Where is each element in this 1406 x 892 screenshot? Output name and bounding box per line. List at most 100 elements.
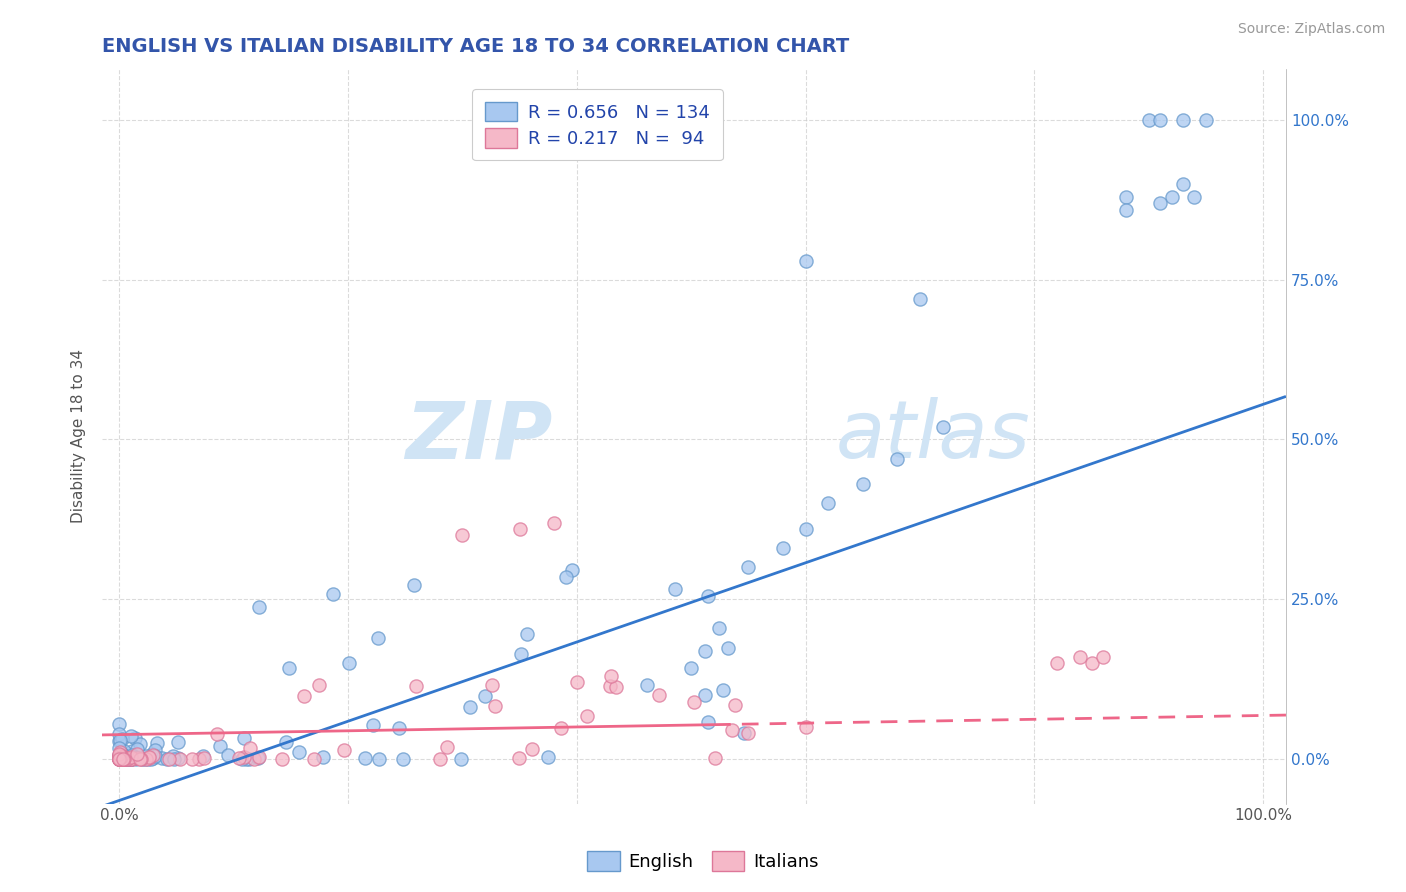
Point bbox=[354, 750, 377, 764]
Point bbox=[122, 750, 145, 764]
Point bbox=[108, 752, 131, 766]
Point bbox=[110, 752, 132, 766]
Point bbox=[150, 751, 173, 765]
Point bbox=[134, 752, 156, 766]
Text: atlas: atlas bbox=[837, 397, 1031, 475]
Point bbox=[1115, 202, 1137, 217]
Point bbox=[112, 750, 135, 764]
Point bbox=[181, 752, 204, 766]
Point bbox=[508, 750, 530, 764]
Point bbox=[114, 752, 136, 766]
Point bbox=[118, 751, 141, 765]
Point bbox=[247, 600, 270, 615]
Point bbox=[388, 722, 411, 736]
Point bbox=[120, 750, 142, 764]
Point bbox=[124, 751, 146, 765]
Point bbox=[405, 679, 427, 693]
Point bbox=[555, 570, 578, 584]
Point bbox=[108, 752, 131, 766]
Point bbox=[114, 752, 136, 766]
Point bbox=[108, 751, 131, 765]
Point bbox=[1069, 649, 1091, 664]
Point bbox=[333, 743, 356, 757]
Point bbox=[129, 752, 152, 766]
Point bbox=[520, 741, 543, 756]
Point bbox=[474, 689, 496, 703]
Point bbox=[695, 688, 717, 702]
Point bbox=[717, 640, 740, 655]
Point bbox=[121, 751, 143, 765]
Point bbox=[1115, 190, 1137, 204]
Point bbox=[108, 752, 131, 766]
Text: ENGLISH VS ITALIAN DISABILITY AGE 18 TO 34 CORRELATION CHART: ENGLISH VS ITALIAN DISABILITY AGE 18 TO … bbox=[103, 37, 849, 56]
Point bbox=[565, 675, 588, 690]
Point bbox=[561, 563, 583, 577]
Point bbox=[228, 751, 250, 765]
Point bbox=[108, 747, 131, 761]
Point bbox=[575, 708, 598, 723]
Point bbox=[908, 292, 931, 306]
Point bbox=[112, 752, 135, 766]
Point bbox=[111, 752, 134, 766]
Point bbox=[110, 751, 132, 765]
Point bbox=[111, 732, 134, 747]
Point bbox=[157, 752, 180, 766]
Point bbox=[108, 740, 131, 755]
Point bbox=[110, 751, 132, 765]
Point bbox=[118, 751, 141, 765]
Point bbox=[142, 751, 165, 765]
Point bbox=[114, 749, 136, 764]
Point bbox=[138, 749, 160, 764]
Legend: English, Italians: English, Italians bbox=[579, 844, 827, 879]
Point bbox=[112, 744, 135, 758]
Point bbox=[1149, 113, 1171, 128]
Point bbox=[108, 752, 131, 766]
Point bbox=[711, 683, 734, 698]
Point bbox=[108, 733, 131, 747]
Point bbox=[108, 748, 131, 763]
Point bbox=[458, 699, 481, 714]
Point bbox=[118, 752, 141, 766]
Point bbox=[110, 750, 132, 764]
Point bbox=[368, 752, 391, 766]
Point bbox=[139, 751, 162, 765]
Point bbox=[233, 749, 256, 764]
Point bbox=[217, 747, 239, 762]
Point bbox=[1091, 649, 1114, 664]
Point bbox=[367, 632, 389, 646]
Point bbox=[108, 748, 131, 763]
Point bbox=[108, 750, 131, 764]
Point bbox=[509, 647, 531, 661]
Point bbox=[188, 752, 211, 766]
Point bbox=[932, 419, 955, 434]
Point bbox=[141, 747, 163, 762]
Point bbox=[127, 751, 149, 765]
Point bbox=[721, 723, 744, 738]
Point bbox=[108, 751, 131, 765]
Point bbox=[167, 735, 190, 749]
Point bbox=[108, 751, 131, 765]
Point bbox=[636, 677, 658, 691]
Point bbox=[247, 751, 270, 765]
Point bbox=[683, 695, 706, 709]
Point bbox=[136, 752, 159, 766]
Point bbox=[108, 751, 131, 765]
Point bbox=[108, 751, 131, 765]
Point bbox=[270, 752, 292, 766]
Point bbox=[697, 589, 720, 603]
Point bbox=[108, 751, 131, 765]
Point bbox=[135, 751, 157, 765]
Point bbox=[115, 752, 138, 766]
Point bbox=[108, 752, 131, 766]
Point bbox=[238, 752, 260, 766]
Point bbox=[124, 751, 146, 765]
Point bbox=[162, 749, 184, 764]
Point bbox=[481, 678, 503, 692]
Point bbox=[1184, 190, 1206, 204]
Point bbox=[110, 751, 132, 765]
Text: ZIP: ZIP bbox=[405, 397, 553, 475]
Point bbox=[108, 747, 131, 762]
Point bbox=[118, 751, 141, 765]
Point bbox=[852, 477, 875, 491]
Point bbox=[363, 718, 385, 732]
